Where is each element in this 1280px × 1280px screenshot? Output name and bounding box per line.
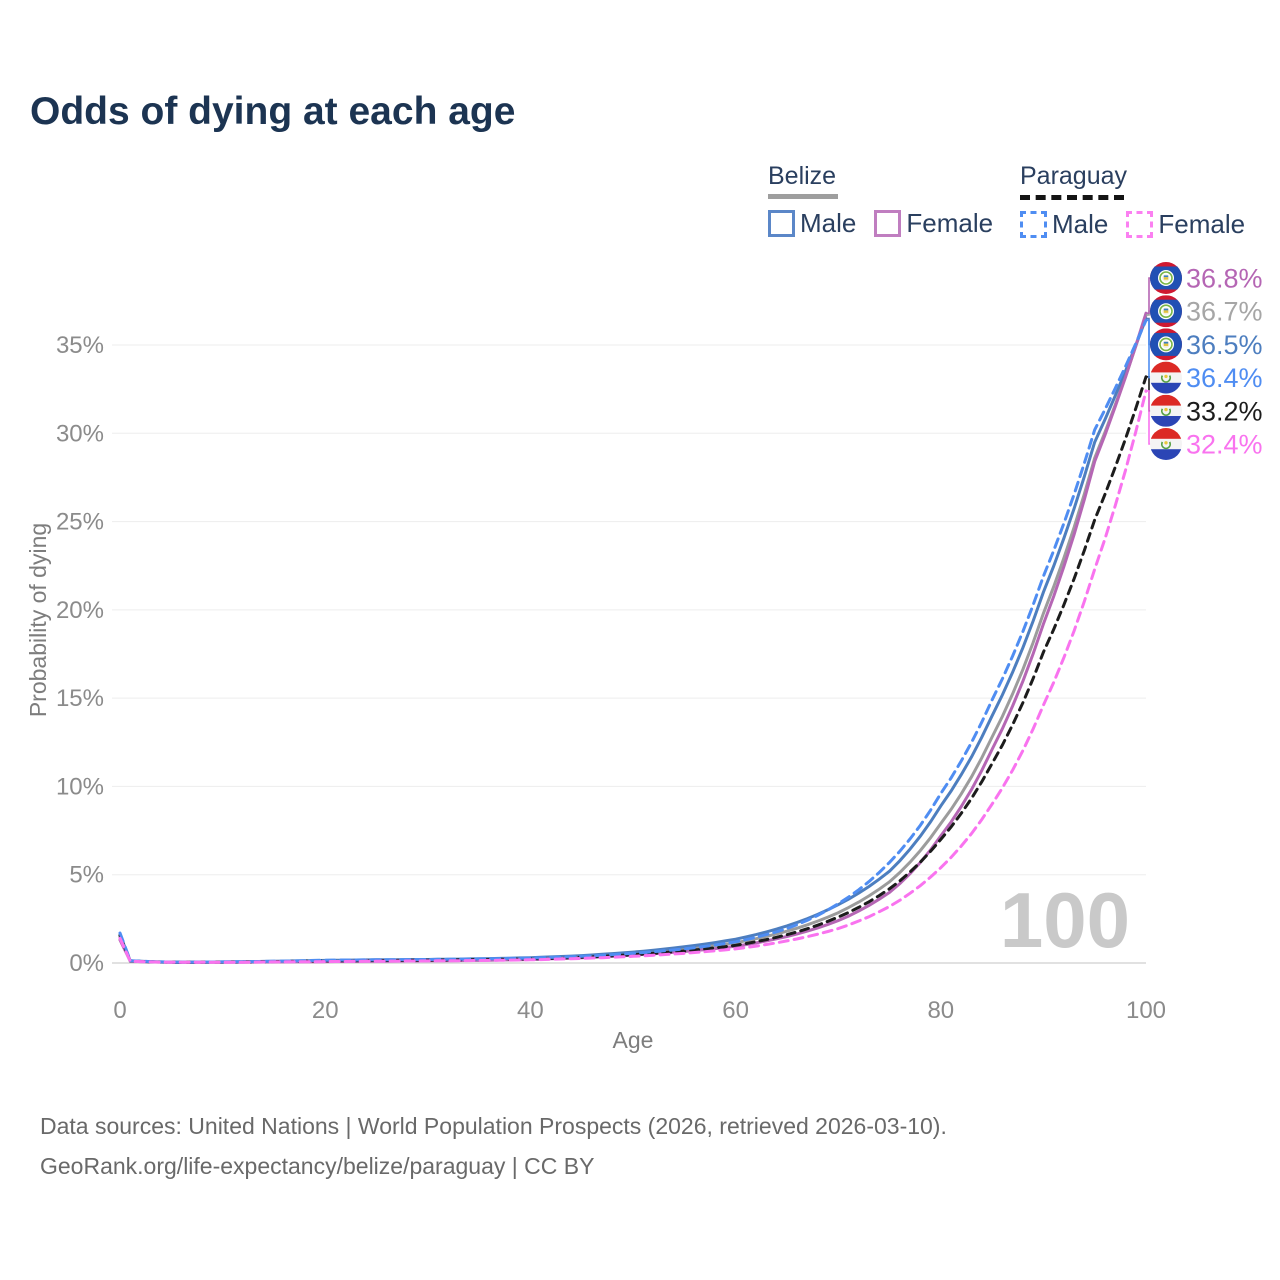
- age-counter-watermark: 100: [1000, 876, 1130, 964]
- x-tick-label: 80: [927, 997, 954, 1024]
- legend-toggle-belize-male[interactable]: Male: [768, 208, 856, 239]
- belize-female-checkbox-icon[interactable]: [874, 210, 902, 237]
- x-axis-title: Age: [613, 1027, 654, 1053]
- belize-solid-line-swatch: [768, 194, 838, 199]
- leader-line: [1146, 390, 1152, 445]
- legend-toggle-belize-female[interactable]: Female: [874, 208, 993, 239]
- y-tick-label: 35%: [56, 332, 104, 359]
- legend: Belize Male Female Paraguay Male: [0, 162, 1280, 242]
- x-tick-label: 0: [113, 997, 126, 1024]
- legend-label-paraguay-female: Female: [1158, 209, 1246, 239]
- belize-flag-icon: [1150, 262, 1182, 294]
- end-labels: 36.7%36.5% 36.8% 33.2%36.4% 32.4%: [1146, 262, 1263, 460]
- series-line-paraguay-male: [118, 318, 1148, 964]
- x-tick-label: 40: [517, 997, 544, 1024]
- end-value-label: 33.2%: [1186, 396, 1263, 426]
- end-value-label: 36.5%: [1186, 330, 1263, 360]
- y-tick-label: 20%: [56, 597, 104, 624]
- paraguay-flag-icon: [1150, 362, 1182, 394]
- y-tick-label: 25%: [56, 509, 104, 536]
- x-tick-label: 100: [1126, 997, 1166, 1024]
- legend-toggle-paraguay-male[interactable]: Male: [1020, 209, 1108, 240]
- legend-label-belize-male: Male: [800, 208, 857, 238]
- legend-label-paraguay-male: Male: [1052, 209, 1109, 239]
- end-value-label: 32.4%: [1186, 430, 1263, 460]
- legend-group-belize: Belize Male Female: [768, 162, 1011, 239]
- series-lines: [118, 311, 1148, 964]
- y-tick-label: 15%: [56, 685, 104, 712]
- x-tick-label: 20: [312, 997, 339, 1024]
- series-line-belize-male: [118, 317, 1148, 964]
- legend-country-belize[interactable]: Belize: [768, 162, 837, 190]
- belize-flag-icon: [1150, 328, 1182, 360]
- legend-toggle-paraguay-female[interactable]: Female: [1126, 209, 1245, 240]
- belize-male-checkbox-icon[interactable]: [768, 210, 795, 237]
- y-tick-label: 5%: [69, 862, 104, 889]
- paraguay-flag-icon: [1150, 395, 1182, 427]
- legend-group-paraguay: Paraguay Male Female: [1020, 162, 1263, 240]
- end-value-label: 36.8%: [1186, 264, 1263, 294]
- series-line-paraguay-female: [118, 389, 1148, 964]
- paraguay-male-checkbox-icon[interactable]: [1020, 211, 1047, 238]
- paraguay-female-checkbox-icon[interactable]: [1126, 211, 1154, 238]
- series-line-belize-both: [118, 313, 1148, 964]
- y-axis-title: Probability of dying: [25, 523, 51, 717]
- y-tick-label: 0%: [69, 950, 104, 977]
- end-value-label: 36.4%: [1186, 363, 1263, 393]
- legend-label-belize-female: Female: [906, 208, 994, 238]
- x-tick-label: 60: [722, 997, 749, 1024]
- series-line-belize-female: [118, 311, 1148, 964]
- footer-attribution: GeoRank.org/life-expectancy/belize/parag…: [40, 1153, 595, 1179]
- footer-data-sources: Data sources: United Nations | World Pop…: [40, 1113, 947, 1139]
- belize-flag-icon: [1150, 295, 1182, 327]
- gridlines: [112, 344, 1146, 964]
- page-title: Odds of dying at each age: [30, 90, 516, 133]
- y-tick-label: 10%: [56, 773, 104, 800]
- end-value-label: 36.7%: [1186, 297, 1263, 327]
- axis-tick-labels: 0% 5% 10% 15% 20% 25% 30% 35% 0 20 40 60 80 100: [56, 332, 1166, 1024]
- y-tick-label: 30%: [56, 420, 104, 447]
- footer: Data sources: United Nations | World Pop…: [40, 1106, 947, 1186]
- legend-country-paraguay[interactable]: Paraguay: [1020, 162, 1128, 190]
- paraguay-flag-icon: [1150, 428, 1182, 460]
- paraguay-dashed-line-swatch: [1020, 195, 1124, 200]
